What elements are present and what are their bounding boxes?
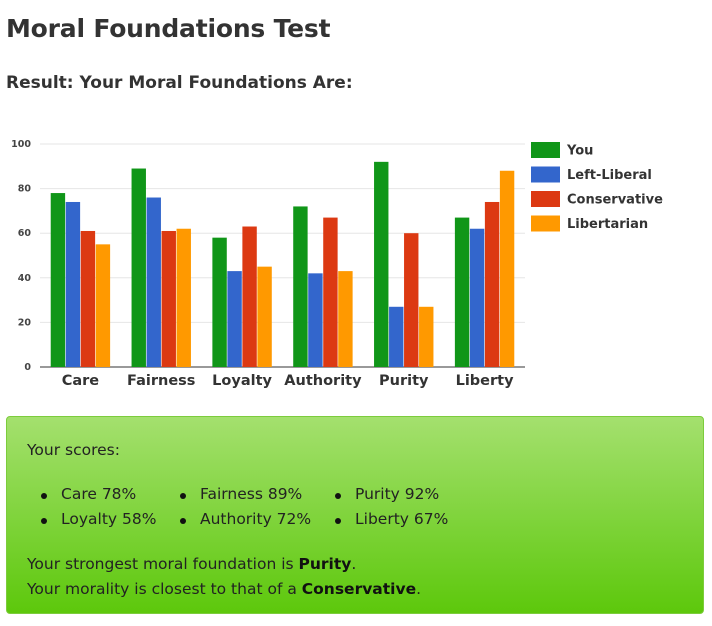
- closest-prefix: Your morality is closest to that of a: [27, 580, 302, 598]
- bar: [374, 161, 389, 367]
- x-tick-label: Care: [62, 373, 100, 389]
- y-tick-label: 60: [18, 228, 32, 239]
- bar: [146, 197, 161, 367]
- x-tick-label: Purity: [379, 373, 429, 389]
- score-care: Care 78%: [40, 485, 137, 503]
- bar: [176, 228, 191, 367]
- bar: [242, 226, 257, 367]
- bar: [50, 193, 66, 367]
- legend-label: Conservative: [567, 193, 663, 208]
- bar: [419, 306, 434, 367]
- bar: [338, 271, 353, 367]
- score-liberty: Liberty 67%: [334, 510, 449, 528]
- bar: [308, 273, 323, 367]
- bar: [65, 201, 81, 367]
- bar: [161, 230, 176, 367]
- bar: [499, 170, 515, 367]
- bar: [95, 244, 111, 367]
- strongest-prefix: Your strongest moral foundation is: [27, 555, 299, 573]
- bar: [484, 201, 500, 367]
- closest-suffix: .: [416, 580, 422, 598]
- strongest-suffix: .: [351, 555, 357, 573]
- y-tick-label: 100: [11, 139, 31, 150]
- x-tick-label: Fairness: [127, 373, 195, 389]
- legend-label: Left-Liberal: [567, 168, 652, 183]
- bar: [404, 233, 419, 367]
- score-authority: Authority 72%: [179, 510, 312, 528]
- legend-label: Libertarian: [567, 217, 648, 232]
- legend-swatch: [531, 215, 560, 232]
- score-loyalty: Loyalty 58%: [40, 510, 157, 528]
- page-title: Moral Foundations Test: [6, 14, 331, 43]
- x-tick-label: Liberty: [456, 373, 515, 389]
- scores-intro: Your scores:: [27, 441, 120, 459]
- y-tick-label: 0: [24, 362, 31, 373]
- y-tick-label: 20: [18, 317, 32, 328]
- x-tick-label: Authority: [284, 373, 362, 389]
- bar: [323, 217, 338, 367]
- bar: [293, 206, 308, 367]
- strongest-value: Purity: [298, 555, 352, 573]
- closest-value: Conservative: [301, 580, 417, 598]
- bar: [469, 228, 485, 367]
- chart-legend: You Left-Liberal Conservative Libertarian: [531, 142, 663, 232]
- y-tick-label: 40: [18, 273, 32, 284]
- moral-foundations-chart: 0 20 40 60 80 100 Care Fairness Loyalty Authorit…: [11, 139, 663, 389]
- x-axis-labels: Care Fairness Loyalty Authority Purity Libert…: [62, 373, 514, 389]
- bar: [227, 271, 242, 367]
- bar: [454, 217, 470, 367]
- bar: [389, 306, 404, 367]
- legend-swatch: [531, 166, 560, 183]
- chart-bars: [50, 161, 515, 367]
- legend-swatch: [531, 142, 560, 158]
- legend-label: You: [566, 144, 593, 159]
- score-box: Your scores: Care 78% Fairness 89% Purit…: [6, 416, 704, 614]
- x-tick-label: Loyalty: [212, 373, 272, 389]
- y-axis-ticks: 0 20 40 60 80 100: [11, 139, 31, 373]
- bar: [257, 266, 272, 367]
- y-tick-label: 80: [18, 184, 32, 195]
- chart-grid: [40, 143, 525, 368]
- bar: [131, 168, 146, 367]
- legend-swatch: [531, 191, 560, 207]
- result-heading: Result: Your Moral Foundations Are:: [6, 73, 353, 93]
- strongest-foundation-line: Your strongest moral foundation is Purit…: [27, 555, 356, 573]
- bar: [80, 230, 96, 367]
- score-fairness: Fairness 89%: [179, 485, 303, 503]
- bar: [212, 237, 227, 367]
- closest-group-line: Your morality is closest to that of a Co…: [27, 580, 421, 598]
- score-purity: Purity 92%: [334, 485, 440, 503]
